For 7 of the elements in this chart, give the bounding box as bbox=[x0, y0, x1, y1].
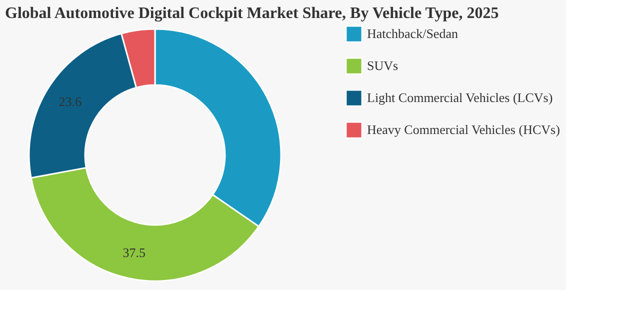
chart-title: Global Automotive Digital Cockpit Market Share, By Vehicle Type, 2025 bbox=[5, 5, 499, 22]
legend-label: Heavy Commercial Vehicles (HCVs) bbox=[367, 122, 560, 137]
legend-label: Light Commercial Vehicles (LCVs) bbox=[367, 90, 553, 105]
data-label: 37.5 bbox=[122, 244, 146, 260]
legend-label: SUVs bbox=[367, 58, 398, 73]
legend-label: Hatchback/Sedan bbox=[367, 26, 458, 41]
data-label: 23.6 bbox=[58, 94, 82, 109]
